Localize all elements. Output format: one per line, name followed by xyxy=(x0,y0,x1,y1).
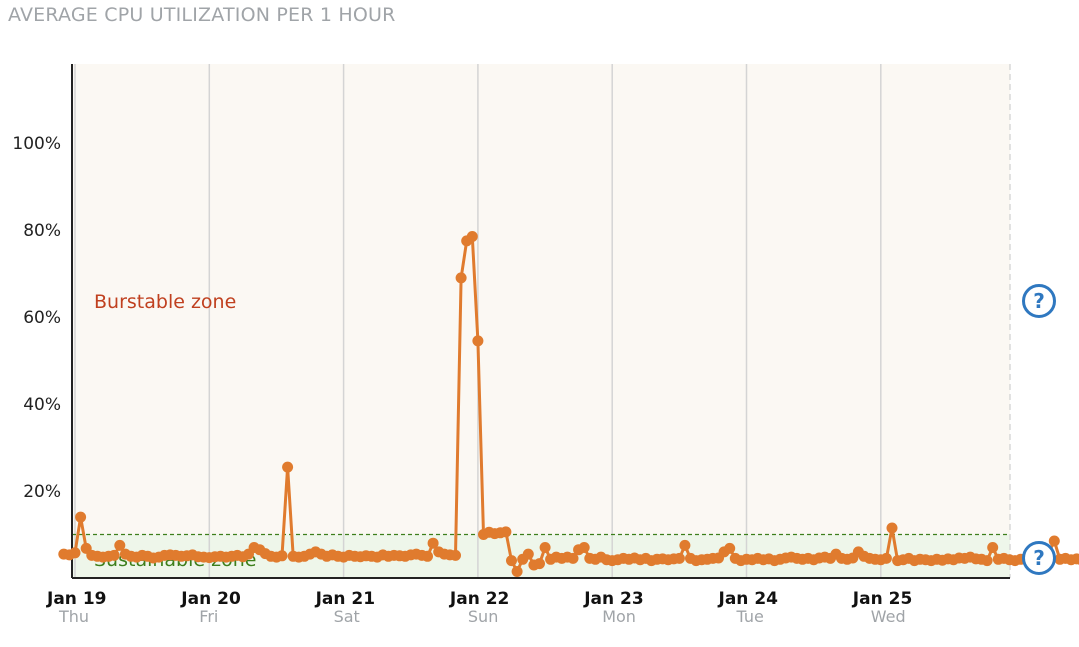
cpu-data-point xyxy=(75,511,87,523)
x-tick-label: Jan 24 xyxy=(718,589,779,609)
cpu-data-point xyxy=(724,542,736,554)
x-tick-weekday-label: Sun xyxy=(468,607,498,626)
cpu-data-point xyxy=(987,542,999,553)
y-tick-label: 40% xyxy=(23,395,61,415)
cpu-data-point xyxy=(1048,535,1060,547)
chart-background xyxy=(72,64,1010,578)
sustainable-zone-help-icon[interactable]: ? xyxy=(1022,541,1056,575)
cpu-data-point xyxy=(567,552,579,564)
cpu-data-point xyxy=(981,555,993,567)
cpu-data-point xyxy=(522,548,534,560)
cpu-data-point xyxy=(534,558,545,570)
cpu-data-point xyxy=(511,566,523,577)
cpu-data-point xyxy=(886,522,898,534)
x-tick-weekday-label: Tue xyxy=(736,607,764,626)
x-tick-label: Jan 19 xyxy=(46,589,106,609)
cpu-data-point xyxy=(276,550,288,562)
cpu-data-point xyxy=(108,549,120,561)
burstable-zone-label: Burstable zone xyxy=(94,291,236,313)
cpu-data-point xyxy=(450,549,461,561)
cpu-data-point xyxy=(506,555,517,567)
cpu-data-point xyxy=(500,526,512,538)
x-tick-label: Jan 21 xyxy=(315,589,375,609)
x-tick-weekday-label: Thu xyxy=(58,607,89,626)
cpu-series xyxy=(58,231,1079,577)
x-tick-label: Jan 22 xyxy=(449,589,509,609)
x-tick-weekday-label: Wed xyxy=(871,607,906,626)
x-tick-label: Jan 25 xyxy=(852,589,912,609)
y-tick-label: 100% xyxy=(12,134,61,154)
cpu-data-point xyxy=(880,552,892,564)
cpu-data-point xyxy=(466,231,478,242)
cpu-data-point xyxy=(69,547,81,559)
cpu-data-point xyxy=(1076,556,1079,565)
y-tick-label: 80% xyxy=(23,221,61,241)
cpu-data-point xyxy=(673,552,685,564)
y-tick-label: 20% xyxy=(23,482,61,502)
y-tick-label: 60% xyxy=(23,308,61,328)
cpu-data-point xyxy=(472,335,484,347)
x-tick-label: Jan 23 xyxy=(583,589,643,609)
x-tick-weekday-label: Fri xyxy=(199,607,218,626)
burstable-zone-help-icon[interactable]: ? xyxy=(1022,284,1056,318)
y-axis-tick-labels: 20% 40% 60% 80% 100% xyxy=(12,134,61,502)
burstable-zone-area xyxy=(72,64,1010,535)
cpu-data-point xyxy=(114,539,126,551)
cpu-data-point xyxy=(679,539,691,551)
cpu-data-point xyxy=(282,461,294,473)
cpu-data-point xyxy=(455,272,467,284)
cpu-data-point xyxy=(427,537,439,549)
x-tick-weekday-label: Sat xyxy=(334,607,360,626)
cpu-data-point xyxy=(422,550,433,562)
x-tick-weekday-label: Mon xyxy=(602,607,636,626)
chart-title: AVERAGE CPU UTILIZATION PER 1 HOUR xyxy=(8,4,396,26)
x-tick-label: Jan 20 xyxy=(180,589,241,609)
cpu-data-point xyxy=(539,542,551,553)
cpu-data-point xyxy=(578,542,590,553)
chart-axes xyxy=(71,64,1010,579)
